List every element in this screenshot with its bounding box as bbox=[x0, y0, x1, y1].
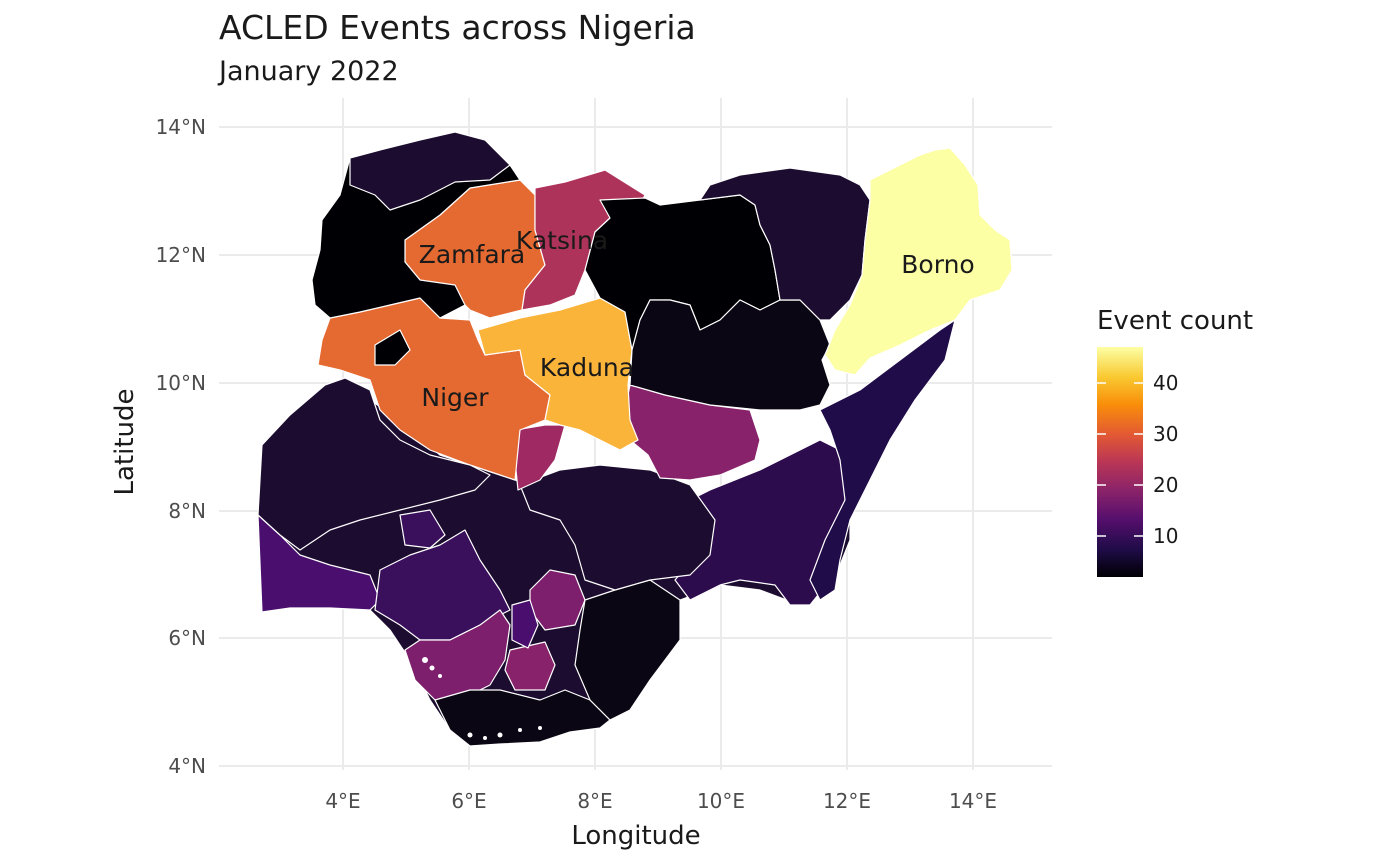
y-tick-8: 8°N bbox=[168, 499, 206, 523]
label-katsina: Katsina bbox=[516, 226, 608, 255]
region-oyo bbox=[374, 529, 511, 641]
legend-tick-40: 40 bbox=[1153, 371, 1178, 395]
region-delta bbox=[404, 609, 511, 701]
y-tick-10: 10°N bbox=[156, 371, 206, 395]
x-tick-10: 10°E bbox=[697, 789, 745, 813]
chart-subtitle: January 2022 bbox=[219, 56, 399, 87]
y-tick-6: 6°N bbox=[168, 626, 206, 650]
region-osun bbox=[399, 509, 446, 549]
region-yobe bbox=[699, 167, 871, 321]
label-zamfara: Zamfara bbox=[419, 240, 526, 269]
region-kwara bbox=[257, 377, 491, 551]
legend-title: Event count bbox=[1097, 306, 1253, 336]
x-tick-12: 12°E bbox=[823, 789, 871, 813]
x-tick-8: 8°E bbox=[577, 789, 612, 813]
y-axis-title: Latitude bbox=[110, 388, 140, 495]
region-rivers bbox=[434, 689, 611, 747]
state-labels: Borno Zamfara Katsina Kaduna Niger bbox=[419, 226, 975, 412]
region-borno bbox=[824, 147, 1013, 376]
y-tick-12: 12°N bbox=[156, 243, 206, 267]
legend-tick-30: 30 bbox=[1153, 422, 1178, 446]
region-cross-river bbox=[574, 579, 681, 721]
x-axis: 4°E 6°E 8°E 10°E 12°E 14°E bbox=[325, 789, 997, 813]
region-bauchi bbox=[629, 299, 831, 411]
region-imo bbox=[504, 641, 556, 691]
label-niger: Niger bbox=[421, 383, 489, 412]
legend-colorbar bbox=[1097, 347, 1143, 577]
legend-tick-20: 20 bbox=[1153, 473, 1178, 497]
x-tick-14: 14°E bbox=[949, 789, 997, 813]
y-tick-14: 14°N bbox=[156, 115, 206, 139]
legend-tick-10: 10 bbox=[1153, 524, 1178, 548]
region-adamawa bbox=[809, 319, 956, 601]
legend: Event count 40 30 20 10 bbox=[1097, 306, 1253, 577]
x-tick-4: 4°E bbox=[325, 789, 360, 813]
label-borno: Borno bbox=[901, 250, 974, 279]
chart-title: ACLED Events across Nigeria bbox=[219, 8, 696, 47]
y-tick-4: 4°N bbox=[168, 754, 206, 778]
label-kaduna: Kaduna bbox=[540, 353, 634, 382]
region-benue bbox=[519, 464, 716, 591]
coastal-inlets bbox=[422, 657, 542, 740]
y-axis: 14°N 12°N 10°N 8°N 6°N 4°N bbox=[156, 115, 206, 778]
nigeria-map bbox=[257, 131, 1013, 747]
region-anambra bbox=[511, 599, 539, 649]
region-kebbi-inner bbox=[374, 329, 411, 366]
x-tick-6: 6°E bbox=[451, 789, 486, 813]
x-axis-title: Longitude bbox=[571, 821, 700, 851]
region-northwest-top bbox=[349, 131, 511, 211]
